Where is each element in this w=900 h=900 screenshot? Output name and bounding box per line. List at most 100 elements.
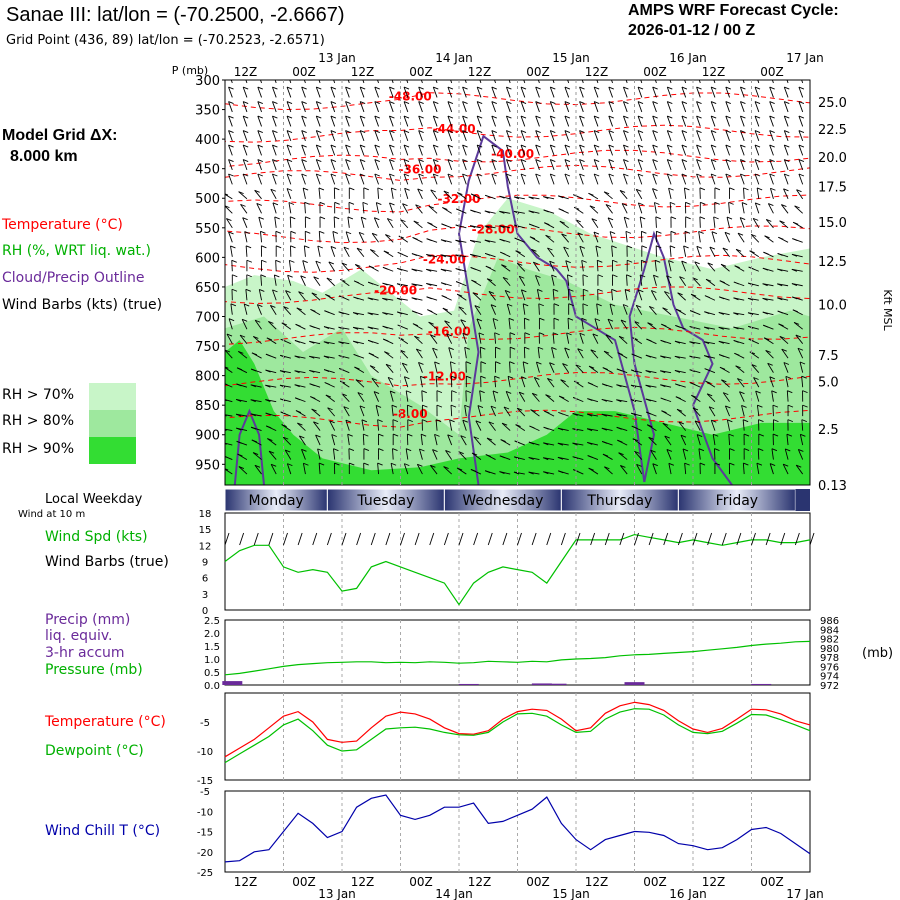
wind-barb — [225, 428, 233, 432]
wind-barb — [595, 245, 599, 257]
wind-barb — [681, 115, 687, 127]
wind-barb — [419, 448, 423, 460]
wind-barb-flag — [718, 326, 724, 330]
wind-barb-flag — [623, 304, 629, 307]
wind-barb — [783, 159, 789, 171]
wind-barb-flag — [696, 115, 702, 119]
wind-barb — [754, 86, 760, 98]
precip-bar — [222, 681, 243, 685]
wind-barb-flag — [549, 362, 555, 366]
wind-barb-flag — [711, 144, 717, 148]
wind-barb-flag — [740, 101, 746, 105]
wind-barb-flag — [711, 173, 717, 177]
wind-barb-flag — [637, 159, 644, 162]
wind-barb-flag — [557, 427, 564, 431]
wind-barb — [303, 80, 306, 84]
wind-barb-flag — [529, 425, 535, 429]
precip-tick: 0.0 — [204, 681, 220, 692]
wind-barb — [301, 159, 306, 171]
wind-barb-flag — [274, 216, 280, 220]
wind-barb-flag — [735, 248, 742, 252]
wind-barb-flag — [733, 326, 739, 330]
wind-barb-flag — [430, 334, 436, 338]
wind-barb-flag — [360, 130, 366, 133]
wind-barb-flag — [662, 307, 668, 311]
wind-barb-flag — [375, 73, 380, 75]
wind-barb-flag — [637, 115, 644, 119]
wind-barb-flag — [470, 253, 476, 257]
wind-barb-flag — [667, 173, 673, 177]
wind-barb-flag — [279, 384, 286, 388]
wind-barb — [518, 391, 526, 402]
height-tick-label: 22.5 — [818, 123, 847, 138]
wind-barb-flag — [616, 413, 622, 417]
wind-barb — [418, 159, 423, 171]
wind-barb-flag — [685, 216, 691, 220]
wind-barb-flag — [798, 449, 804, 452]
model-grid-label: Model Grid ΔX: — [2, 127, 118, 144]
wind-barb-flag — [669, 245, 676, 249]
wind-barb-flag — [587, 455, 593, 458]
wind-barb-flag — [235, 413, 242, 417]
wind-barb-flag — [529, 236, 536, 240]
wind-barb — [742, 80, 745, 84]
wind-barb-flag — [618, 335, 625, 339]
wind-barb-flag — [286, 159, 293, 162]
wind-barb — [653, 275, 657, 286]
wind-barb — [448, 347, 453, 359]
wind-barb — [418, 115, 423, 127]
wind-barb-flag — [667, 144, 673, 148]
wind-barb — [359, 101, 365, 113]
wind-barb-flag — [608, 130, 614, 133]
wind-barb-flag — [228, 130, 234, 133]
wind-barb-flag — [535, 159, 541, 162]
surface-wind-barb — [341, 532, 347, 546]
wind-barb — [753, 377, 760, 388]
wind-barb — [374, 144, 379, 156]
wind-barb — [608, 101, 613, 113]
wind-barb-flag — [343, 406, 349, 410]
wind-barb — [405, 448, 409, 460]
wind-barb-flag — [450, 361, 456, 365]
wind-barb — [245, 245, 248, 257]
wind-barb-flag — [384, 351, 390, 355]
wind-barb-flag — [703, 341, 710, 345]
wind-barb — [653, 202, 657, 214]
wind-barb-flag — [338, 326, 344, 330]
wind-barb-flag — [319, 201, 326, 205]
wind-barb-flag — [419, 448, 425, 452]
wind-barb-flag — [601, 413, 607, 417]
top-time-tick: 12Z — [585, 65, 609, 79]
wind-barb — [272, 86, 277, 98]
wind-barb-flag — [447, 173, 454, 177]
wind-barb-flag — [619, 190, 626, 193]
wind-barb-flag — [369, 365, 376, 369]
wind-barb-flag — [352, 312, 359, 315]
wind-barb — [652, 101, 657, 113]
wind-barb-flag — [422, 404, 428, 408]
wind-barb-flag — [428, 321, 434, 325]
wind-barb-flag — [345, 101, 351, 105]
wind-barb — [516, 407, 526, 417]
wind-barb-flag — [238, 350, 244, 354]
wind-barb — [765, 219, 774, 229]
wind-barb — [330, 173, 336, 185]
wind-barb-flag — [594, 101, 600, 105]
wind-barb — [781, 204, 789, 214]
wind-barb-flag — [729, 462, 735, 466]
wind-barb-flag — [609, 231, 616, 234]
legend-temperature: Temperature (°C) — [2, 217, 123, 233]
temperature-contour-line — [225, 286, 810, 305]
wind-barb-flag — [791, 283, 798, 286]
wind-barb — [564, 130, 570, 142]
wind-barb-flag — [316, 159, 322, 162]
wind-barb-flag — [684, 187, 690, 191]
wind-barb-flag — [579, 245, 586, 249]
wind-barb-flag — [426, 283, 432, 286]
wind-barb-flag — [377, 187, 383, 191]
wind-barb — [462, 144, 467, 156]
wind-barb-flag — [559, 220, 566, 224]
wind-barb-flag — [605, 204, 612, 207]
wind-barb-flag — [549, 260, 555, 264]
wind-barb-flag — [504, 290, 511, 293]
